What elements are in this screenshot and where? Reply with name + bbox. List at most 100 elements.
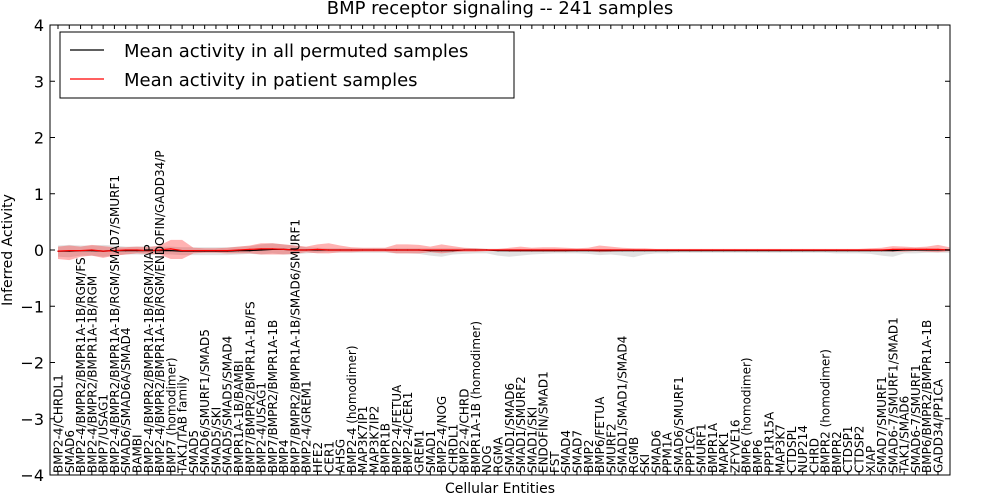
x-tick-label: GREM1 — [413, 430, 427, 473]
point-series-1-14 — [215, 250, 217, 252]
point-series-1-49 — [610, 249, 612, 251]
x-tick-label: CTDSP2 — [853, 426, 867, 473]
point-series-1-0 — [57, 250, 59, 252]
point-series-1-3 — [91, 249, 93, 251]
x-tick-label: BMP2-4/GREM1 — [300, 380, 314, 473]
point-series-1-12 — [192, 250, 194, 252]
x-tick-label: MAP3K7IP1 — [356, 406, 370, 473]
x-tick-label: RGMA — [492, 436, 506, 473]
x-tick-label: BMPR2 (homodimer) — [819, 349, 833, 473]
point-series-1-27 — [362, 249, 364, 251]
point-series-1-11 — [181, 250, 183, 252]
point-series-1-10 — [170, 248, 172, 250]
x-tick-label: SMAD6 — [649, 430, 663, 473]
x-tick-label: ZFYVE16 — [728, 419, 742, 473]
point-series-1-25 — [339, 249, 341, 251]
x-tick-label: BMP2-4/CHRDL1 — [52, 374, 66, 473]
x-tick-label: CHRDL1 — [446, 424, 460, 473]
x-tick-label: SMURF2 — [604, 423, 618, 473]
point-series-0-10 — [170, 250, 172, 252]
y-tick-label: −1 — [20, 297, 44, 316]
x-tick-label: SMAD5/SKI — [209, 407, 223, 473]
x-tick-label: SMAD1/SKI — [525, 407, 539, 473]
point-series-1-28 — [373, 249, 375, 251]
point-series-1-64 — [779, 249, 781, 251]
x-tick-label: BAMBI — [131, 434, 145, 473]
x-tick-label: BMP2-4/BMPR2/BMPR1A-1B/RGM/SMAD7/SMURF1 — [108, 175, 122, 473]
point-series-1-47 — [587, 249, 589, 251]
point-series-1-35 — [452, 249, 454, 251]
point-series-1-76 — [914, 248, 917, 250]
point-series-1-20 — [283, 248, 285, 250]
point-series-1-68 — [824, 249, 826, 251]
y-tick-label: 4 — [34, 16, 44, 35]
point-series-1-51 — [632, 249, 635, 251]
point-series-1-5 — [113, 250, 115, 252]
point-series-0-74 — [892, 250, 894, 252]
x-tick-label: BMPR1B — [379, 423, 393, 473]
x-tick-label: SMAD6-7/SMURF1 — [909, 364, 923, 473]
x-tick-label: SMAD6 — [63, 430, 77, 473]
x-tick-label: BMP7 (homodimer) — [164, 357, 178, 473]
x-tick-label: SMAD1/SMURF2 — [514, 376, 528, 473]
series-lines — [57, 248, 950, 252]
point-series-1-75 — [903, 248, 905, 250]
x-tick-label: MAP3K7IP2 — [367, 406, 381, 473]
point-series-1-21 — [294, 249, 296, 251]
point-series-1-39 — [497, 249, 499, 251]
x-tick-label: MAPK1 — [717, 432, 731, 473]
point-series-1-74 — [892, 248, 894, 250]
x-tick-label: BMP7/BMPR2/BMPR1A-1B — [266, 320, 280, 473]
point-series-1-44 — [553, 249, 556, 251]
y-tick-label: 1 — [34, 185, 44, 204]
x-tick-label: AHSG — [334, 439, 348, 473]
x-tick-label: BMP2-4/BMPR2/BMPR1A-1B/RGM/FS — [74, 257, 88, 473]
y-ticks: 4 3 2 1 0 −1 −2 −3 −4 — [20, 16, 950, 485]
point-series-1-66 — [802, 249, 804, 251]
x-tick-label: BMP4 — [277, 440, 291, 473]
x-tick-label: BMP2-4/CHRD — [458, 389, 472, 473]
x-tick-label: BMP2-4/BMPR2/BMPR1A-1B/RGM/ENDOFIN/GADD3… — [153, 150, 167, 473]
point-series-1-70 — [847, 249, 849, 251]
point-series-1-6 — [125, 249, 127, 251]
point-series-1-57 — [700, 249, 702, 251]
point-series-1-41 — [520, 249, 522, 251]
point-series-1-71 — [858, 249, 860, 251]
point-series-1-4 — [102, 250, 104, 252]
point-series-1-40 — [508, 249, 510, 251]
point-series-1-29 — [384, 249, 386, 251]
point-series-1-77 — [926, 248, 928, 250]
y-tick-label: −4 — [20, 466, 44, 485]
legend-label-patient: Mean activity in patient samples — [124, 70, 418, 91]
point-series-1-33 — [429, 249, 431, 251]
point-series-1-63 — [768, 249, 770, 251]
x-tick-label: ENDOFIN/SMAD1 — [537, 371, 551, 473]
x-tick-label: RGMB — [627, 437, 641, 473]
x-tick-label: CTDSPL — [785, 426, 799, 473]
point-series-1-26 — [350, 249, 352, 251]
point-series-1-58 — [711, 249, 714, 251]
x-tick-label: FST — [548, 451, 562, 473]
x-tick-label: SMAD1/SMAD6 — [503, 383, 517, 473]
x-tick-label: BMPR2 — [830, 431, 844, 473]
x-tick-label: BMPR1A-1B/BAMBI — [232, 360, 246, 473]
point-series-1-54 — [666, 249, 668, 251]
point-series-1-78 — [937, 248, 939, 250]
x-tick-label: BMP6/FETUA — [593, 396, 607, 473]
point-series-1-69 — [835, 249, 838, 251]
y-tick-label: 0 — [34, 241, 44, 260]
x-tick-label: SMAD6/SMAD6A/SMAD4 — [119, 328, 133, 473]
y-tick-label: −2 — [20, 354, 44, 373]
x-tick-label: MAP3K7 — [774, 424, 788, 473]
x-tick-label: SMAD7/SMURF1 — [875, 376, 889, 473]
point-series-1-42 — [531, 249, 533, 251]
x-tick-label: SMAD1 — [424, 430, 438, 473]
point-series-1-56 — [689, 249, 691, 251]
legend: Mean activity in all permuted samples Me… — [59, 31, 515, 99]
point-series-0-18 — [260, 249, 262, 251]
x-tick-label: XIAP — [864, 446, 878, 473]
point-series-1-9 — [158, 249, 161, 251]
x-tick-label: BMP2-4/BMPR2/BMPR1A-1B/RGM — [85, 276, 99, 473]
point-series-1-37 — [474, 249, 476, 251]
point-series-1-73 — [881, 249, 883, 251]
